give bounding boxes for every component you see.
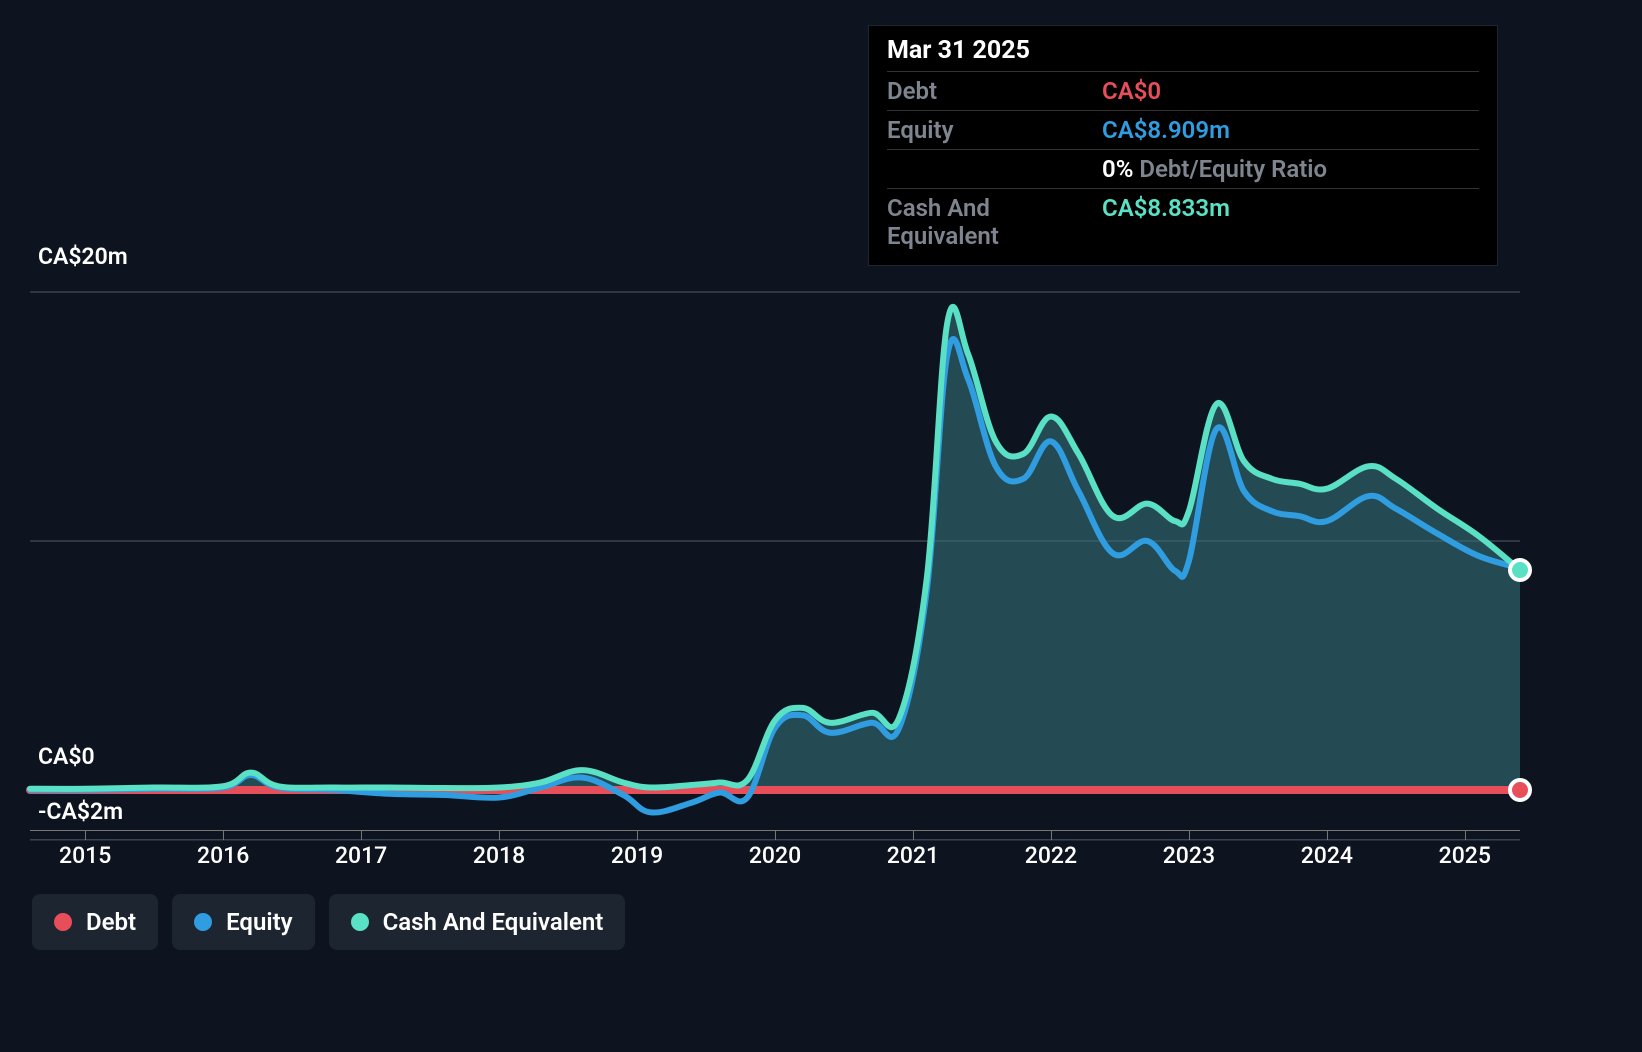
tooltip-row: EquityCA$8.909m — [887, 110, 1479, 149]
legend-label: Debt — [86, 908, 136, 936]
x-tick-label: 2021 — [887, 842, 939, 869]
debt-equity-chart: CA$20m CA$0 -CA$2m 2015 2016 2017 2018 2019 202… — [0, 0, 1642, 1052]
chart-legend: Debt Equity Cash And Equivalent — [32, 894, 625, 950]
x-tick-label: 2016 — [197, 842, 249, 869]
x-tick-label: 2018 — [473, 842, 525, 869]
x-tick-label: 2017 — [335, 842, 387, 869]
tooltip-row: Cash And EquivalentCA$8.833m — [887, 188, 1479, 255]
legend-item-debt[interactable]: Debt — [32, 894, 158, 950]
legend-item-cash-and-equivalent[interactable]: Cash And Equivalent — [329, 894, 626, 950]
tooltip-row: 0% Debt/Equity Ratio — [887, 149, 1479, 188]
chart-tooltip: Mar 31 2025 DebtCA$0EquityCA$8.909m0% De… — [868, 25, 1498, 266]
x-tick-label: 2019 — [611, 842, 663, 869]
legend-item-equity[interactable]: Equity — [172, 894, 314, 950]
y-tick-label: CA$20m — [38, 243, 128, 270]
y-tick-label: CA$0 — [38, 743, 95, 770]
y-tick-label: -CA$2m — [38, 798, 123, 825]
x-tick-label: 2025 — [1439, 842, 1491, 869]
legend-label: Cash And Equivalent — [383, 908, 604, 936]
legend-dot-icon — [54, 913, 72, 931]
legend-dot-icon — [194, 913, 212, 931]
x-tick-label: 2020 — [749, 842, 801, 869]
legend-dot-icon — [351, 913, 369, 931]
x-tick-label: 2022 — [1025, 842, 1077, 869]
tooltip-row: DebtCA$0 — [887, 71, 1479, 110]
x-tick-label: 2015 — [59, 842, 111, 869]
legend-label: Equity — [226, 908, 292, 936]
tooltip-date: Mar 31 2025 — [887, 36, 1479, 71]
x-tick-label: 2023 — [1163, 842, 1215, 869]
x-tick-label: 2024 — [1301, 842, 1353, 869]
